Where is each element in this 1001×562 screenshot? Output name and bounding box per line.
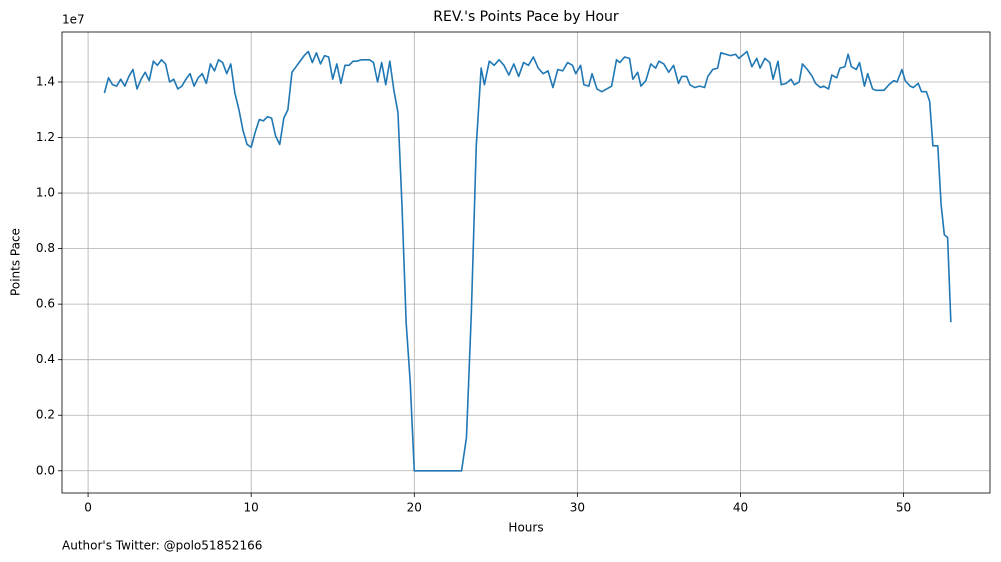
- x-tick-label: 30: [570, 501, 585, 515]
- x-tick-label: 50: [896, 501, 911, 515]
- chart-title: REV.'s Points Pace by Hour: [433, 9, 619, 25]
- x-tick-label: 10: [244, 501, 259, 515]
- y-tick-label: 0.6: [36, 297, 55, 311]
- x-tick-label: 20: [407, 501, 422, 515]
- data-line: [103, 50, 952, 472]
- y-tick-label: 0.0: [36, 463, 55, 477]
- y-axis-label: Points Pace: [9, 228, 23, 296]
- y-tick-label: 1.0: [36, 186, 55, 200]
- x-tick-label: 40: [733, 501, 748, 515]
- y-offset-label: 1e7: [62, 13, 85, 27]
- y-tick-label: 1.2: [36, 130, 55, 144]
- y-tick-label: 1.4: [36, 74, 55, 88]
- y-tick-label: 0.8: [36, 241, 55, 255]
- x-axis-label: Hours: [508, 521, 543, 535]
- x-tick-label: 0: [84, 501, 92, 515]
- y-tick-label: 0.2: [36, 408, 55, 422]
- y-tick-label: 0.4: [36, 352, 55, 366]
- footnote: Author's Twitter: @polo51852166: [62, 539, 262, 553]
- plot-frame: [61, 31, 991, 494]
